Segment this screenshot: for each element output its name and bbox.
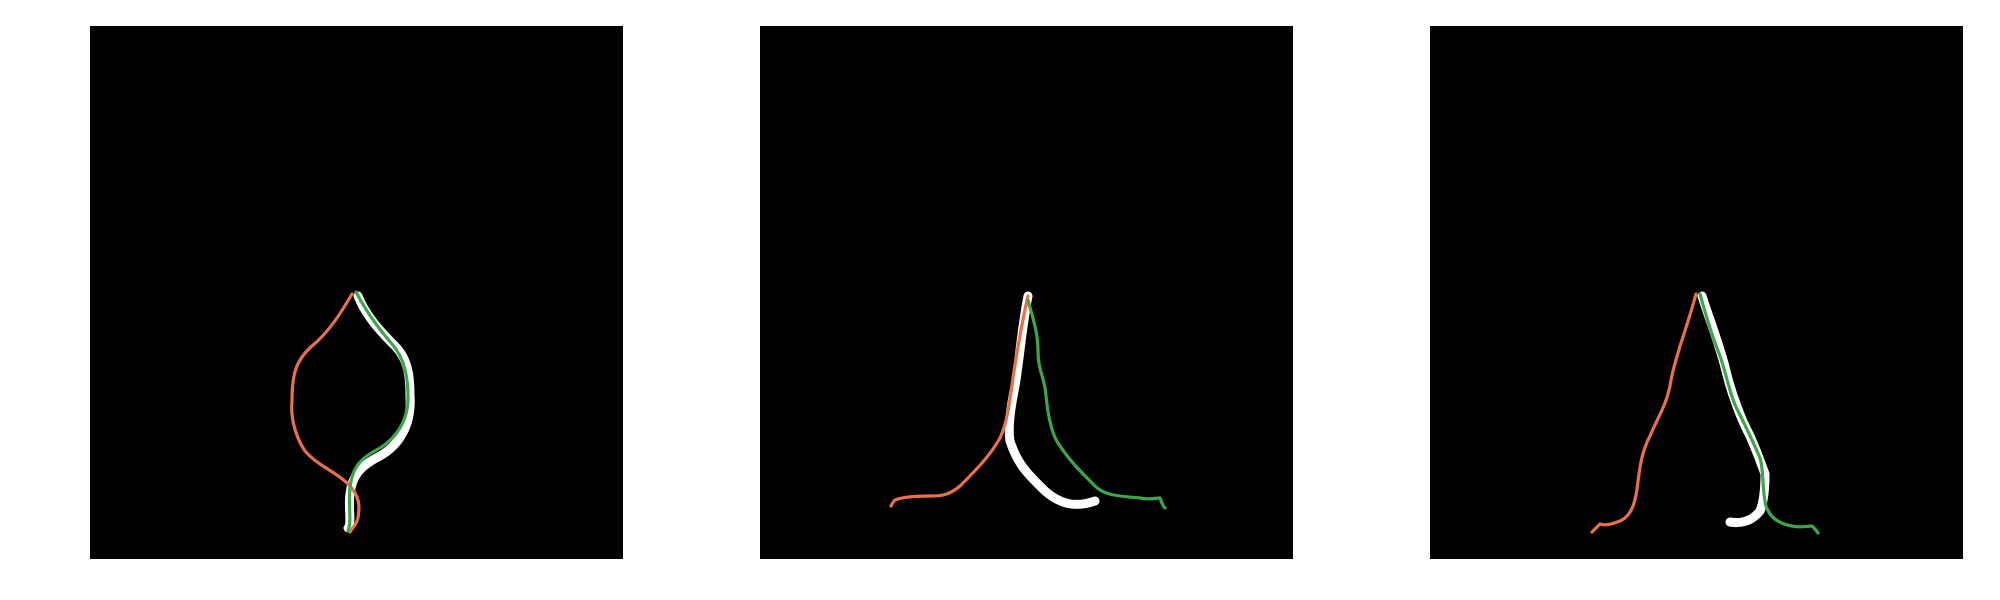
left-curve <box>1590 292 1698 534</box>
left-curve <box>290 292 361 534</box>
panel-1-drawing <box>290 290 415 534</box>
panel-3 <box>1430 26 1963 559</box>
panel-1 <box>90 26 623 559</box>
panel-2 <box>760 26 1293 559</box>
right-curve <box>1698 292 1820 535</box>
mask-stroke <box>1004 291 1100 509</box>
panel-2-drawing <box>889 291 1167 510</box>
right-curve <box>346 290 410 533</box>
panel-3-drawing <box>1590 291 1820 535</box>
right-curve <box>1026 298 1167 510</box>
left-curve <box>889 294 1030 508</box>
